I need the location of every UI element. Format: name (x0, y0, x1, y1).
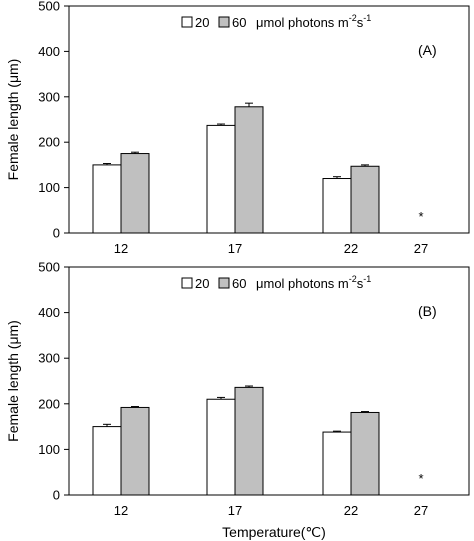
legend-unit-s: s (357, 15, 364, 30)
legend-unit: μmol photons m-2s-1 (256, 274, 371, 291)
bar (350, 165, 380, 234)
y-tick-label: 300 (38, 351, 60, 366)
bar (322, 431, 352, 496)
legend-unit-text: μmol photons m (256, 15, 349, 30)
bar (120, 406, 150, 496)
y-tick-label: 200 (38, 135, 60, 150)
legend: 20 60 μmol photons m-2s-1 (181, 274, 371, 291)
y-tick-label: 0 (53, 488, 60, 503)
legend-unit: μmol photons m-2s-1 (256, 13, 371, 30)
legend-swatch-60 (218, 16, 230, 28)
x-axis-label: Temperature(℃) (222, 524, 326, 540)
x-tick-label: 27 (414, 503, 428, 518)
x-tick-label: 22 (344, 503, 358, 518)
x-tick-label: 27 (414, 241, 428, 256)
y-tick-label: 200 (38, 396, 60, 411)
legend-swatch-20 (181, 16, 193, 28)
y-tick-label: 500 (38, 260, 60, 275)
y-tick-label: 400 (38, 305, 60, 320)
y-tick-label: 0 (53, 226, 60, 241)
x-tick-label: 12 (114, 241, 128, 256)
legend-unit-s: s (357, 276, 364, 291)
legend-swatch-20 (181, 277, 193, 289)
x-tick-label: 12 (114, 503, 128, 518)
bar (206, 124, 236, 234)
legend: 20 60 μmol photons m-2s-1 (181, 13, 371, 30)
bar (322, 178, 352, 234)
legend-label-20: 20 (195, 276, 209, 291)
legend-label-60: 60 (232, 15, 246, 30)
legend-swatch-60 (218, 277, 230, 289)
asterisk-annotation: * (418, 209, 423, 224)
y-tick-label: 400 (38, 44, 60, 59)
bar (234, 386, 264, 496)
y-axis-label: Female length (μm) (5, 320, 21, 442)
plot-frame (68, 5, 470, 234)
y-axis-label: Female length (μm) (5, 59, 21, 181)
y-tick-label: 300 (38, 89, 60, 104)
bar (234, 106, 264, 234)
panel-label: (A) (418, 42, 437, 58)
panel-a: 0 100 200 300 400 500 12 17 22 27 * (A) Female lengt… (5, 0, 470, 256)
legend-label-60: 60 (232, 276, 246, 291)
legend-unit-text: μmol photons m (256, 276, 349, 291)
y-tick-label: 100 (38, 442, 60, 457)
plot-frame (68, 266, 470, 496)
panel-b: 0 100 200 300 400 500 12 17 22 27 * (B) Female lengt… (5, 260, 470, 540)
x-tick-label: 22 (344, 241, 358, 256)
legend-unit-sup1: -2 (349, 13, 357, 23)
legend-unit-sup1: -2 (349, 274, 357, 284)
bar (92, 426, 122, 496)
panel-label: (B) (418, 303, 437, 319)
x-tick-label: 17 (228, 503, 242, 518)
legend-unit-sup2: -1 (363, 274, 371, 284)
x-tick-label: 17 (228, 241, 242, 256)
bar (350, 411, 380, 496)
bar (120, 153, 150, 234)
asterisk-annotation: * (418, 471, 423, 486)
legend-unit-sup2: -1 (363, 13, 371, 23)
y-tick-label: 100 (38, 180, 60, 195)
legend-label-20: 20 (195, 15, 209, 30)
bar (206, 398, 236, 496)
y-tick-label: 500 (38, 0, 60, 14)
bar (92, 164, 122, 234)
